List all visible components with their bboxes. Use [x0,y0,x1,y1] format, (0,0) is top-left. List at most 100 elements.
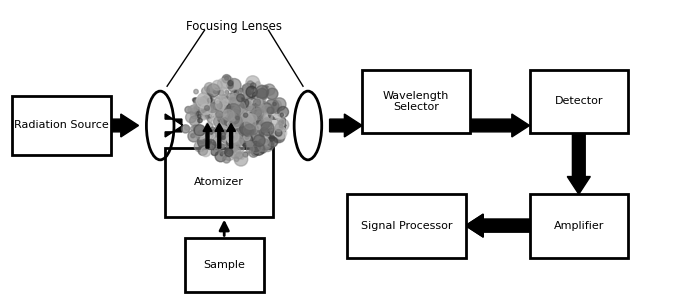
Circle shape [219,107,223,111]
Circle shape [208,117,212,122]
Circle shape [228,122,236,130]
Circle shape [215,108,219,112]
Circle shape [231,110,240,120]
Circle shape [223,75,231,83]
Circle shape [217,97,224,103]
Circle shape [265,99,279,113]
Circle shape [245,106,255,116]
Circle shape [221,145,225,148]
Circle shape [194,89,198,94]
Circle shape [246,104,252,110]
Circle shape [240,95,247,101]
Text: Wavelength
Selector: Wavelength Selector [383,91,449,112]
Circle shape [230,116,236,122]
FancyArrow shape [466,214,530,237]
Circle shape [220,115,224,119]
Circle shape [234,136,243,145]
Circle shape [220,120,226,127]
Circle shape [194,125,206,136]
Circle shape [242,125,254,136]
Circle shape [221,121,232,132]
Circle shape [245,98,258,110]
Circle shape [231,132,234,135]
Circle shape [267,107,274,114]
Circle shape [207,106,217,116]
Circle shape [220,106,225,111]
Circle shape [212,135,220,142]
Text: Sample: Sample [203,260,245,270]
Circle shape [219,102,231,113]
Circle shape [222,128,229,136]
Circle shape [212,141,222,151]
Circle shape [273,102,276,106]
Circle shape [222,95,227,100]
Circle shape [256,104,266,114]
Circle shape [250,141,262,153]
Bar [12,96,111,155]
Circle shape [256,123,264,131]
Circle shape [227,139,234,146]
Circle shape [220,116,224,120]
Circle shape [232,118,236,122]
Circle shape [223,126,234,136]
Circle shape [214,128,219,133]
Circle shape [237,128,242,134]
Circle shape [195,98,207,109]
Circle shape [241,114,245,118]
Circle shape [219,143,224,148]
Circle shape [238,117,242,121]
Circle shape [229,108,233,112]
Circle shape [226,122,240,135]
Circle shape [225,140,229,144]
Circle shape [197,99,205,106]
Circle shape [210,113,214,118]
Circle shape [243,122,256,136]
Circle shape [229,115,239,125]
Circle shape [210,145,214,149]
Circle shape [206,94,214,102]
Circle shape [256,85,269,98]
Circle shape [227,138,231,143]
Circle shape [235,125,248,138]
Circle shape [274,124,282,133]
Circle shape [225,119,232,126]
Circle shape [185,106,192,113]
Circle shape [195,112,202,119]
Circle shape [227,113,237,122]
Circle shape [220,106,230,116]
Circle shape [202,128,209,135]
Circle shape [227,117,238,128]
Circle shape [251,96,260,106]
Circle shape [235,119,241,126]
Circle shape [225,148,233,157]
Circle shape [234,116,242,123]
Circle shape [275,124,283,132]
Circle shape [201,116,204,119]
Circle shape [198,130,203,136]
Circle shape [245,106,253,115]
Circle shape [249,114,257,122]
Circle shape [262,85,269,92]
Circle shape [243,92,249,98]
Bar [347,194,466,258]
Circle shape [241,116,254,129]
Circle shape [257,100,264,107]
Circle shape [266,106,275,115]
Circle shape [230,113,238,121]
Circle shape [249,124,255,129]
Circle shape [229,143,236,149]
Circle shape [232,119,238,125]
Circle shape [227,110,232,115]
Circle shape [242,128,256,141]
Circle shape [243,113,248,117]
Circle shape [201,105,213,117]
Circle shape [196,101,208,113]
Circle shape [234,104,242,112]
Circle shape [258,138,271,152]
Circle shape [234,143,245,154]
Circle shape [252,107,262,117]
Circle shape [188,130,200,142]
Circle shape [253,135,265,147]
Circle shape [246,106,259,120]
Circle shape [221,97,234,110]
